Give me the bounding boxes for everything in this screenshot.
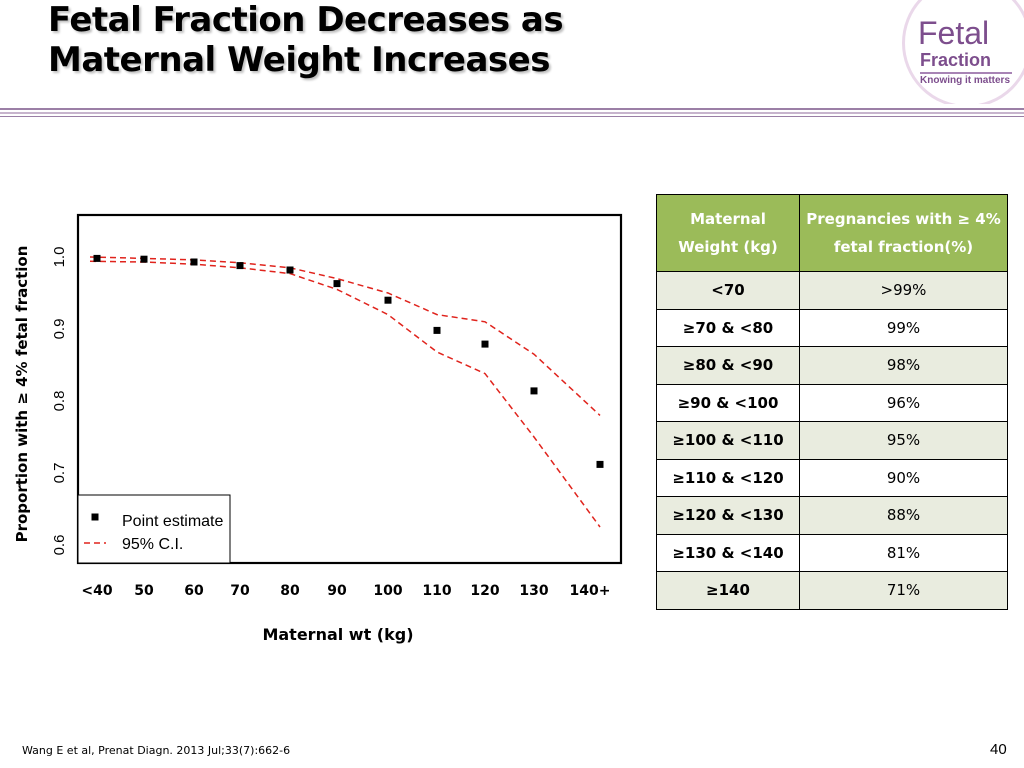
table-row: ≥130 & <140 81%: [656, 533, 1008, 572]
title-line-2: Maternal Weight Increases: [48, 40, 550, 80]
point-marker: [481, 340, 489, 348]
legend-box: [77, 494, 231, 564]
page-number: 40: [990, 741, 1007, 758]
point-marker: [530, 387, 538, 395]
percent-cell: 98%: [799, 346, 1008, 385]
percent-cell: 99%: [799, 308, 1008, 347]
percent-cell: 71%: [799, 571, 1008, 610]
chart-legend: Point estimate 95% C.I.: [77, 494, 231, 564]
x-tick-label: 120: [470, 583, 499, 599]
fetal-fraction-chart: <40 50 60 70 80 90 100 110 120 130 140+ 0.60.70.80…: [13, 213, 623, 644]
ci-line-upper: [89, 256, 601, 416]
point-marker: [236, 262, 244, 270]
legend-label-ci: 95% C.I.: [122, 536, 183, 553]
x-axis-label: Maternal wt (kg): [262, 625, 413, 644]
x-tick-label: 100: [373, 583, 402, 599]
header-rule: [0, 108, 1024, 110]
x-tick-label: 140+: [570, 583, 611, 599]
y-tick-label: 1.0: [51, 247, 68, 268]
point-marker: [384, 296, 392, 304]
weight-cell: ≥110 & <120: [656, 458, 800, 497]
table-row: ≥110 & <120 90%: [656, 458, 1008, 497]
table-row: ≥70 & <80 99%: [656, 308, 1008, 347]
y-tick-labels: 0.6 0.7 0.8 0.9 1.0: [51, 247, 68, 556]
logo-word-fetal: Fetal: [918, 15, 990, 51]
weight-cell: ≥90 & <100: [656, 383, 800, 422]
logo-tagline: Knowing it matters: [920, 75, 1011, 86]
ci-line-lower: [89, 260, 601, 528]
x-tick-label: 90: [327, 583, 347, 599]
point-marker: [190, 258, 198, 266]
point-markers: [93, 254, 604, 468]
table-row: ≥90 & <100 96%: [656, 383, 1008, 422]
percent-cell: 81%: [799, 533, 1008, 572]
table-header-row: Maternal Weight (kg) Pregnancies with ≥ …: [656, 194, 1008, 272]
header-maternal-weight: Maternal Weight (kg): [656, 194, 800, 272]
weight-fraction-table: Maternal Weight (kg) Pregnancies with ≥ …: [656, 194, 1008, 610]
x-tick-label: 50: [134, 583, 154, 599]
logo-divider: [920, 72, 1012, 74]
weight-cell: ≥70 & <80: [656, 308, 800, 347]
y-tick-label: 0.6: [51, 535, 68, 556]
percent-cell: 88%: [799, 496, 1008, 535]
x-tick-label: <40: [81, 583, 112, 599]
header-text: Pregnancies with ≥ 4% fetal fraction(%): [806, 210, 1001, 256]
x-tick-label: 60: [184, 583, 204, 599]
fetal-fraction-logo: Fetal Fraction Knowing it matters: [898, 0, 1024, 104]
weight-cell: ≥80 & <90: [656, 346, 800, 385]
x-tick-label: 110: [422, 583, 451, 599]
citation: Wang E et al, Prenat Diagn. 2013 Jul;33(…: [22, 744, 291, 757]
table-row: ≥80 & <90 98%: [656, 346, 1008, 385]
weight-cell: ≥120 & <130: [656, 496, 800, 535]
y-tick-label: 0.7: [51, 463, 68, 484]
percent-cell: 90%: [799, 458, 1008, 497]
x-tick-label: 70: [230, 583, 250, 599]
point-marker: [140, 255, 148, 263]
table-row: ≥100 & <110 95%: [656, 421, 1008, 460]
table-row: <70 >99%: [656, 271, 1008, 310]
y-tick-label: 0.9: [51, 319, 68, 340]
ci-lines: [89, 256, 601, 528]
x-tick-labels: <40 50 60 70 80 90 100 110 120 130 140+: [81, 583, 610, 599]
point-marker: [596, 460, 604, 468]
x-tick-label: 130: [519, 583, 548, 599]
weight-cell: <70: [656, 271, 800, 310]
point-marker: [333, 280, 341, 288]
header-text: Maternal Weight (kg): [678, 210, 778, 256]
table-row: ≥120 & <130 88%: [656, 496, 1008, 535]
weight-cell: ≥100 & <110: [656, 421, 800, 460]
y-tick-label: 0.8: [51, 391, 68, 412]
slide-title: Fetal Fraction Decreases as Maternal Wei…: [48, 0, 908, 80]
point-marker: [433, 326, 441, 334]
x-tick-label: 80: [280, 583, 300, 599]
title-line-1: Fetal Fraction Decreases as: [48, 0, 564, 40]
weight-cell: ≥130 & <140: [656, 533, 800, 572]
header-rule: [0, 116, 1024, 117]
weight-cell: ≥140: [656, 571, 800, 610]
legend-point-marker: [91, 513, 99, 521]
header-pregnancies: Pregnancies with ≥ 4% fetal fraction(%): [799, 194, 1008, 272]
logo-circle-icon: [902, 0, 1024, 104]
logo-word-fraction: Fraction: [920, 50, 992, 70]
percent-cell: 96%: [799, 383, 1008, 422]
point-marker: [93, 254, 101, 262]
percent-cell: 95%: [799, 421, 1008, 460]
header-rule: [0, 112, 1024, 114]
percent-cell: >99%: [799, 271, 1008, 310]
point-marker: [286, 266, 294, 274]
legend-label-point: Point estimate: [122, 513, 223, 530]
y-axis-label: Proportion with ≥ 4% fetal fraction: [13, 246, 31, 543]
table-row: ≥140 71%: [656, 571, 1008, 610]
